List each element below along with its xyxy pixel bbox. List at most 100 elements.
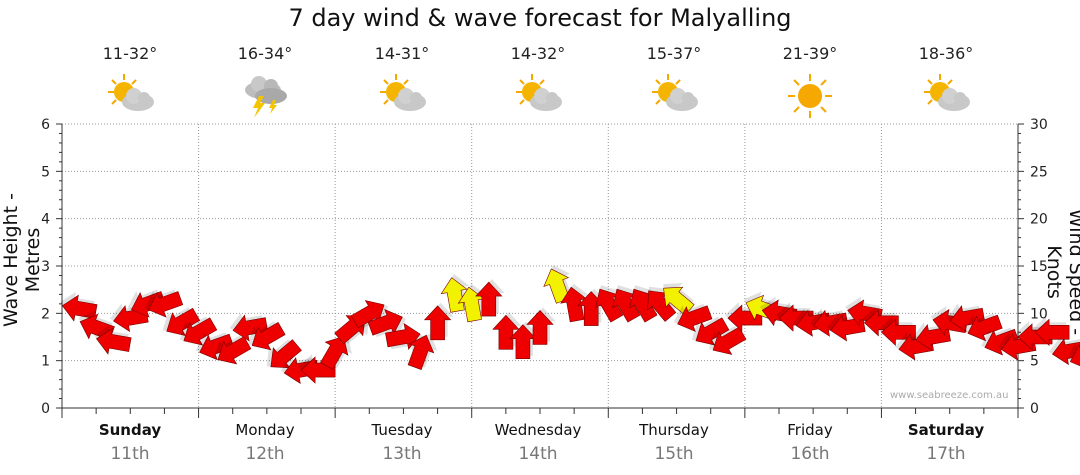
sun-icon <box>788 74 832 118</box>
wind-arrow-body <box>423 305 452 341</box>
wind-arrow <box>179 316 218 346</box>
temp-range-monday: 16-34° <box>237 44 293 63</box>
wind-arrow-body <box>320 336 349 370</box>
wind-arrow <box>708 326 747 355</box>
wind-arrow-body <box>949 305 986 333</box>
wind-arrow-body <box>350 300 385 329</box>
left-tick-label: 6 <box>41 117 50 133</box>
wind-arrow <box>981 327 1020 356</box>
day-label-thursday: Thursday <box>639 421 709 439</box>
wind-arrow-body <box>367 309 403 336</box>
wind-arrow <box>229 312 269 342</box>
day-label-wednesday: Wednesday <box>494 421 582 439</box>
wind-arrow-body <box>984 328 1020 356</box>
wind-arrow <box>612 285 642 323</box>
day-label-tuesday: Tuesday <box>371 421 433 439</box>
right-tick-label: 0 <box>1030 401 1039 417</box>
wind-arrow-body <box>612 288 641 323</box>
wind-arrow <box>350 300 389 329</box>
wind-arrow-body <box>492 314 520 350</box>
left-axis-label: Wave Height - Metres <box>0 193 44 327</box>
date-label-sunday: 11th <box>110 444 150 464</box>
sun-cloud-icon <box>516 74 562 111</box>
left-tick-label: 4 <box>41 212 50 228</box>
wind-arrow <box>407 333 438 370</box>
wind-arrow-body <box>61 294 98 322</box>
wind-arrow-body <box>475 281 503 317</box>
wind-arrow <box>964 313 1003 342</box>
date-label-wednesday: 14th <box>518 444 558 464</box>
right-tick-label: 5 <box>1030 354 1039 370</box>
right-tick-label: 15 <box>1030 259 1048 275</box>
wind-arrow <box>320 335 352 370</box>
wind-arrow-body <box>183 317 218 346</box>
wind-arrow <box>475 279 505 317</box>
temp-range-sunday: 11-32° <box>102 44 158 63</box>
temp-range-thursday: 15-37° <box>646 44 702 63</box>
chart-title: 7 day wind & wave forecast for Malyallin… <box>288 4 792 32</box>
wind-arrow <box>195 332 235 361</box>
wind-arrow-body <box>813 309 849 337</box>
day-label-monday: Monday <box>235 421 295 439</box>
right-tick-label: 25 <box>1030 164 1048 180</box>
date-label-friday: 16th <box>790 444 830 464</box>
wind-arrow-body <box>166 307 201 337</box>
wind-arrow-body <box>217 336 252 365</box>
wind-arrow <box>248 321 286 351</box>
sun-cloud-icon <box>380 74 426 111</box>
wind-arrow-body <box>1069 343 1080 370</box>
right-axis-label: Wind Speed - Knots <box>1043 208 1080 335</box>
date-label-monday: 12th <box>245 444 285 464</box>
wind-arrow <box>1066 341 1080 370</box>
sun-cloud-icon <box>652 74 698 111</box>
wind-arrow <box>526 307 556 345</box>
right-tick-label: 10 <box>1030 306 1048 322</box>
wind-arrow-body <box>647 290 677 322</box>
wind-arrow-body <box>232 314 269 342</box>
wind-arrow-body <box>677 305 713 332</box>
wind-arrow <box>94 324 132 355</box>
left-tick-label: 3 <box>41 259 50 275</box>
wind-arrow-body <box>967 314 1003 342</box>
right-tick-label: 20 <box>1030 212 1048 228</box>
day-label-sunday: Sunday <box>98 421 162 439</box>
wind-arrow <box>492 312 522 350</box>
right-tick-label: 30 <box>1030 117 1048 133</box>
wind-arrow <box>266 339 302 369</box>
wind-arrow <box>144 289 184 318</box>
sun-cloud-icon <box>924 74 970 111</box>
wind-arrow-body <box>148 291 184 318</box>
left-tick-label: 1 <box>41 354 50 370</box>
wind-arrow-body <box>595 288 624 323</box>
sun-cloud-icon <box>108 74 154 111</box>
wind-arrow-body <box>1034 318 1070 346</box>
wind-arrow <box>509 321 539 360</box>
chart-grid <box>62 123 1018 408</box>
wind-arrow-body <box>526 310 554 345</box>
wind-arrow <box>59 291 98 322</box>
wind-arrow-body <box>712 326 747 355</box>
wind-arrow <box>946 303 986 333</box>
wind-arrow-body <box>509 324 537 360</box>
wind-arrow <box>673 303 713 332</box>
wind-arrow <box>1032 316 1070 346</box>
wind-arrow <box>691 316 730 346</box>
day-label-friday: Friday <box>787 421 833 439</box>
wind-arrow-body <box>199 333 235 361</box>
temp-range-wednesday: 14-32° <box>510 44 566 63</box>
wind-arrow <box>647 286 677 322</box>
left-tick-label: 2 <box>41 306 50 322</box>
date-label-tuesday: 13th <box>382 444 422 464</box>
wind-arrow <box>629 285 659 323</box>
wind-arrow-body <box>251 322 286 351</box>
temp-range-friday: 21-39° <box>782 44 838 63</box>
wind-arrow <box>423 302 454 341</box>
wind-arrow <box>560 283 589 323</box>
wind-arrows <box>59 265 1080 385</box>
wind-arrow-body <box>629 288 658 323</box>
wind-arrow <box>162 307 201 337</box>
wind-arrow-body <box>96 327 132 355</box>
day-label-saturday: Saturday <box>907 421 985 439</box>
wind-arrow <box>595 285 624 323</box>
